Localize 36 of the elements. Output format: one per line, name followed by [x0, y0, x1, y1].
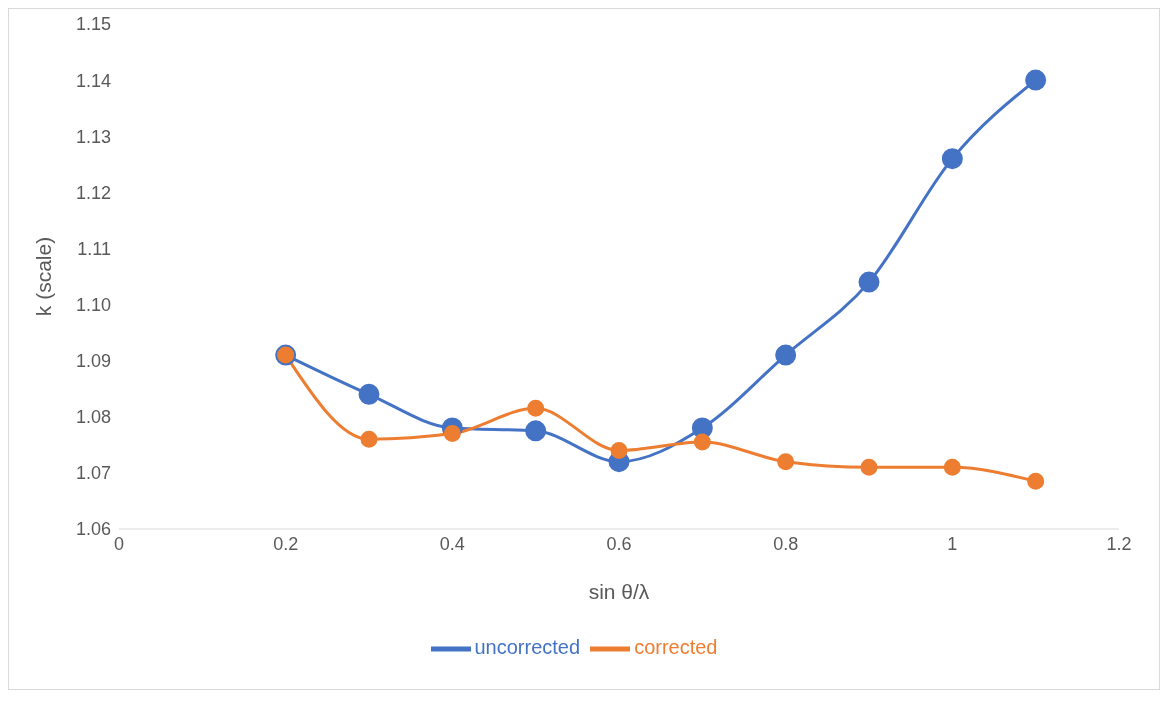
- x-tick-label: 0.2: [273, 533, 299, 554]
- x-tick-label: 0.8: [773, 533, 799, 554]
- point: [860, 458, 878, 476]
- point: [693, 433, 711, 451]
- point: [943, 458, 961, 476]
- y-tick-label: 1.10: [75, 294, 111, 315]
- point: [527, 399, 545, 417]
- y-tick-label: 1.12: [75, 182, 111, 203]
- point: [610, 441, 628, 459]
- x-tick-label: 0.6: [606, 533, 632, 554]
- y-tick-label: 1.15: [75, 14, 111, 35]
- point: [858, 271, 880, 293]
- point: [443, 425, 461, 443]
- point: [1025, 69, 1047, 91]
- x-tick-label: 1.2: [1106, 533, 1132, 554]
- point: [777, 453, 795, 471]
- point: [358, 383, 380, 405]
- point: [775, 344, 797, 366]
- x-tick-label: 1: [947, 533, 958, 554]
- x-tick-label: 0: [113, 533, 125, 554]
- point: [1027, 472, 1045, 490]
- point: [941, 148, 963, 170]
- y-tick-label: 1.13: [75, 126, 111, 147]
- legend-label: uncorrected: [474, 636, 581, 659]
- legend-label: corrected: [634, 636, 718, 659]
- y-tick-label: 1.06: [75, 519, 111, 540]
- y-tick-label: 1.08: [75, 407, 111, 428]
- y-tick-label: 1.14: [75, 70, 111, 91]
- x-axis-title: sin θ/λ: [588, 580, 650, 603]
- x-tick-label: 0.4: [439, 533, 465, 554]
- y-tick-label: 1.07: [75, 463, 111, 484]
- point: [360, 430, 378, 448]
- point: [525, 420, 547, 442]
- y-tick-label: 1.11: [77, 238, 111, 259]
- y-axis-title: k (scale): [32, 236, 56, 317]
- y-tick-label: 1.09: [75, 351, 111, 372]
